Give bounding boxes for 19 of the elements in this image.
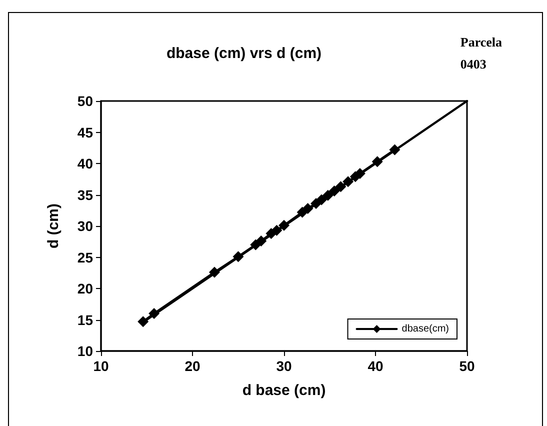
y-tick-label: 35 xyxy=(77,186,94,203)
x-tick-label: 30 xyxy=(276,358,292,374)
chart-title: dbase (cm) vrs d (cm) xyxy=(166,45,322,62)
y-tick-label: 25 xyxy=(77,249,94,266)
y-tick-label: 45 xyxy=(77,124,94,140)
x-tick-label: 40 xyxy=(368,358,384,374)
y-tick-label: 20 xyxy=(77,280,94,296)
x-axis-title: d base (cm) xyxy=(242,382,326,399)
text: Parcela 0403 xyxy=(460,34,502,72)
x-tick-label: 10 xyxy=(93,358,109,374)
legend-label: dbase(cm) xyxy=(402,324,450,334)
y-tick-label: 40 xyxy=(77,156,94,172)
y-axis-title: d (cm) xyxy=(45,203,62,248)
y-tick-label: 50 xyxy=(77,93,94,109)
y-tick-label: 10 xyxy=(77,343,94,359)
y-tick-label: 30 xyxy=(77,218,94,234)
x-tick-label: 50 xyxy=(459,358,475,374)
y-tick-label: 15 xyxy=(77,312,94,328)
x-tick-label: 20 xyxy=(184,358,200,374)
